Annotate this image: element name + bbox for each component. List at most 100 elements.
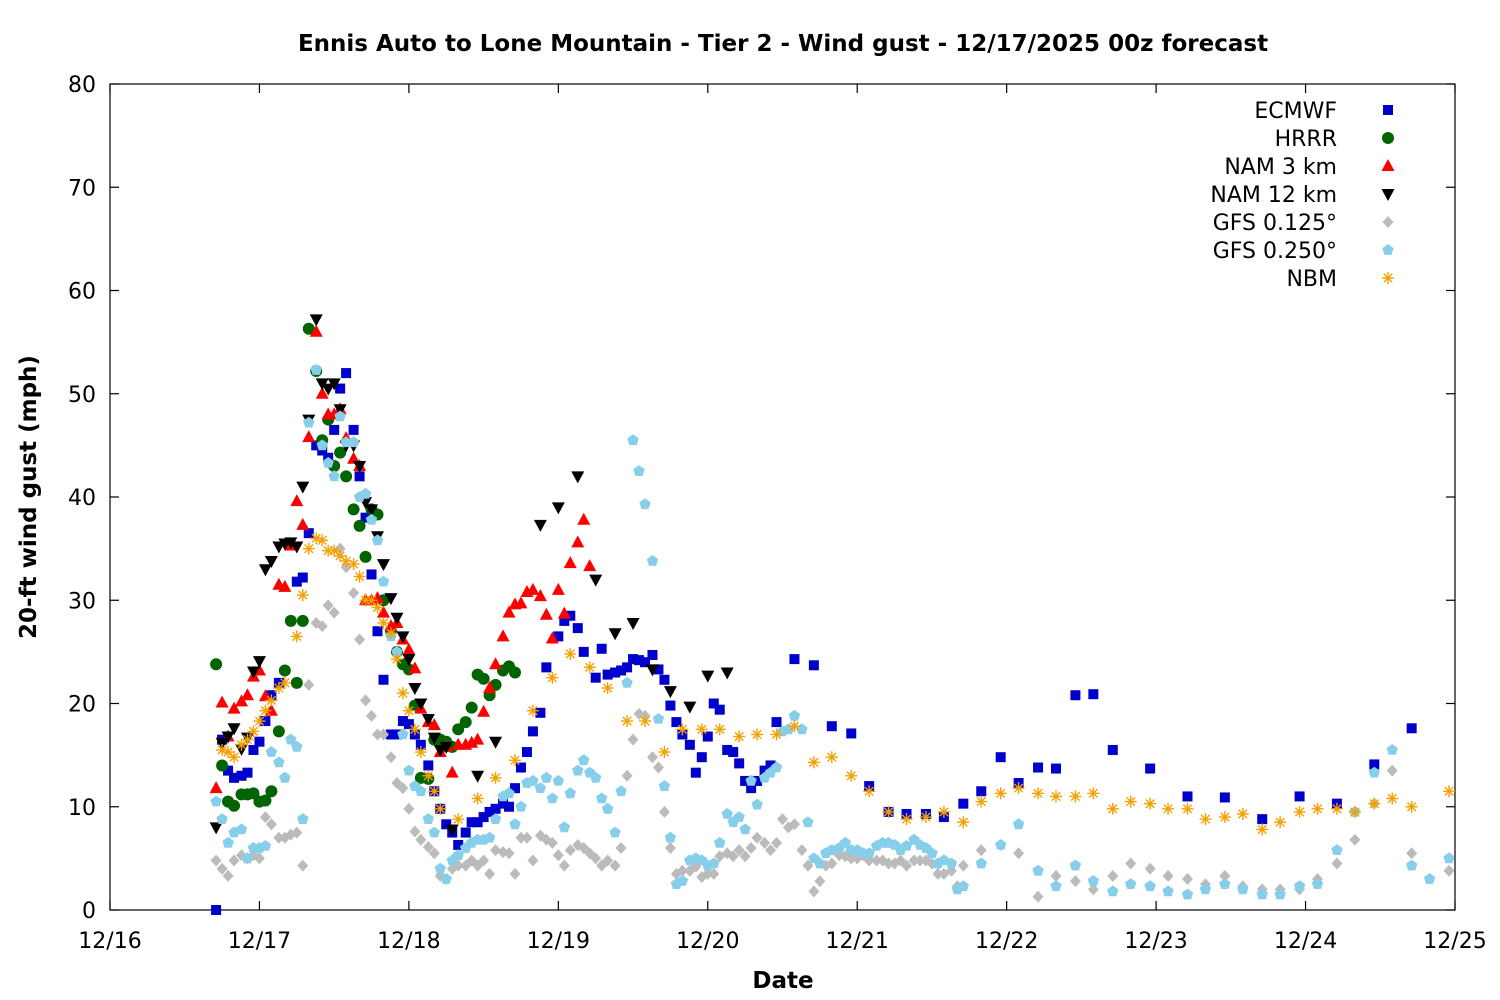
data-point-gfs-0-250 (714, 836, 726, 848)
data-point-nbm (937, 805, 950, 818)
data-point-nbm (365, 594, 378, 607)
data-point-ecmwf (553, 631, 564, 642)
data-point-gfs-0-250 (210, 795, 222, 807)
data-point-ecmwf (372, 626, 383, 637)
legend-marker-gfs-0-250 (1382, 244, 1394, 255)
data-point-gfs-0-125 (322, 599, 334, 612)
data-point-gfs-0-250 (291, 740, 303, 752)
data-point-gfs-0-125 (745, 842, 757, 855)
data-point-ecmwf (826, 721, 837, 732)
data-point-ecmwf (622, 662, 633, 673)
data-point-ecmwf (665, 700, 676, 711)
data-point-hrrr (296, 614, 309, 627)
data-point-ecmwf (1257, 814, 1268, 825)
data-point-gfs-0-250 (415, 785, 427, 797)
data-point-ecmwf (242, 767, 253, 778)
legend-label-ecmwf: ECMWF (1254, 99, 1337, 124)
data-point-gfs-0-125 (788, 818, 800, 831)
data-point-gfs-0-125 (1349, 833, 1361, 846)
data-point-hrrr (290, 676, 303, 689)
data-point-nbm (1311, 802, 1324, 815)
data-point-gfs-0-250 (397, 728, 409, 740)
data-point-nbm (733, 730, 746, 743)
data-point-nbm (807, 756, 820, 769)
data-point-nam-3-km (533, 589, 547, 602)
data-point-nbm (228, 751, 241, 764)
data-point-nbm (290, 630, 303, 643)
legend-label-nam-3-km: NAM 3 km (1224, 155, 1337, 180)
data-point-nbm (347, 558, 360, 571)
data-point-nam-12-km (246, 666, 260, 679)
data-point-ecmwf (1406, 723, 1417, 734)
data-point-hrrr (452, 723, 465, 736)
data-point-gfs-0-125 (1331, 857, 1343, 870)
data-point-gfs-0-125 (385, 751, 397, 764)
data-point-nbm (1124, 795, 1137, 808)
data-point-nbm (414, 746, 427, 759)
data-point-hrrr (228, 799, 241, 812)
data-point-nbm (882, 805, 895, 818)
data-point-gfs-0-250 (658, 780, 671, 791)
data-point-nam-12-km (663, 686, 677, 699)
data-point-gfs-0-250 (328, 470, 340, 482)
data-point-ecmwf (734, 758, 745, 769)
data-point-gfs-0-125 (372, 728, 384, 741)
data-point-gfs-0-125 (901, 859, 913, 872)
data-point-gfs-0-250 (627, 434, 639, 446)
data-point-nam-3-km (477, 704, 491, 717)
data-point-gfs-0-125 (348, 587, 360, 600)
data-point-hrrr (459, 716, 472, 729)
y-tick-label: 30 (68, 589, 96, 614)
y-tick-label: 0 (82, 899, 96, 924)
data-point-gfs-0-125 (1087, 883, 1099, 896)
data-point-gfs-0-250 (265, 746, 278, 757)
data-point-gfs-0-125 (845, 852, 857, 865)
data-point-ecmwf (789, 654, 800, 665)
x-tick-label: 12/25 (1423, 929, 1486, 954)
data-point-ecmwf (472, 817, 483, 828)
data-point-gfs-0-250 (297, 813, 309, 824)
data-point-gfs-0-250 (1331, 844, 1343, 855)
legend-label-nam-12-km: NAM 12 km (1210, 183, 1337, 208)
data-point-gfs-0-250 (788, 709, 801, 721)
data-point-gfs-0-125 (265, 818, 277, 831)
data-point-hrrr (359, 550, 372, 563)
data-point-nam-12-km (701, 670, 715, 683)
data-point-gfs-0-250 (639, 498, 651, 510)
data-point-nbm (1443, 785, 1456, 798)
data-point-nam-12-km (439, 741, 453, 754)
data-point-ecmwf (752, 775, 763, 786)
data-point-gfs-0-250 (770, 761, 783, 773)
data-point-nbm (770, 728, 783, 741)
data-point-ecmwf (335, 383, 346, 394)
data-point-ecmwf (441, 819, 452, 830)
data-point-gfs-0-125 (328, 606, 340, 619)
data-point-gfs-0-250 (652, 713, 665, 724)
data-point-ecmwf (714, 704, 725, 715)
data-point-nbm (546, 671, 559, 684)
data-point-nam-3-km (577, 512, 591, 525)
data-point-ecmwf (453, 839, 464, 850)
data-point-nbm (863, 785, 876, 798)
data-point-gfs-0-250 (1256, 888, 1268, 900)
data-point-gfs-0-250 (391, 645, 403, 657)
data-point-nam-3-km (278, 579, 292, 592)
data-point-gfs-0-125 (957, 859, 969, 872)
data-point-ecmwf (995, 752, 1006, 763)
y-axis-label: 20-ft wind gust (mph) (16, 355, 42, 639)
data-point-ecmwf (634, 655, 645, 666)
data-point-gfs-0-250 (440, 873, 452, 884)
data-point-nbm (845, 769, 858, 782)
chart-title: Ennis Auto to Lone Mountain - Tier 2 - W… (298, 31, 1268, 57)
data-point-ecmwf (722, 744, 733, 755)
data-point-gfs-0-250 (1386, 744, 1398, 755)
data-point-gfs-0-250 (1181, 888, 1194, 900)
data-point-nbm (402, 704, 415, 717)
data-point-gfs-0-250 (340, 436, 352, 448)
data-series (209, 314, 1456, 915)
data-point-gfs-0-250 (483, 831, 496, 843)
data-point-gfs-0-125 (652, 761, 664, 774)
data-point-ecmwf (640, 657, 651, 668)
data-point-nbm (371, 601, 384, 614)
